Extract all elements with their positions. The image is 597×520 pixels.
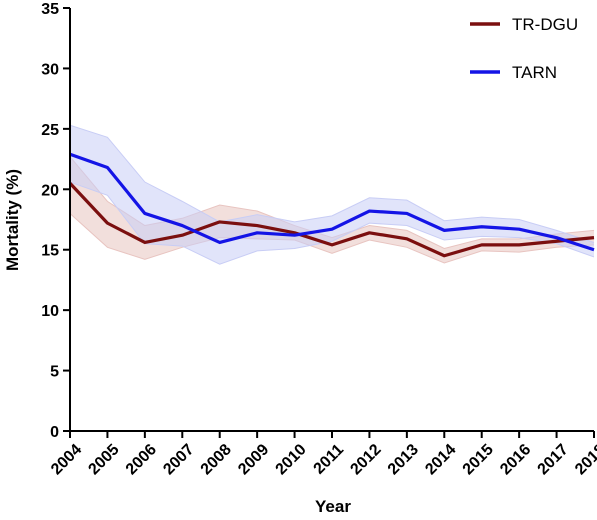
tarn-point-2005: [106, 166, 109, 169]
tarn-point-2018: [593, 248, 596, 251]
tarn-point-2016: [518, 228, 521, 231]
x-tick-label-2018: 2018: [572, 441, 597, 478]
y-axis-title: Mortality (%): [3, 169, 22, 271]
tr-dgu-point-2006: [143, 241, 146, 244]
tr-dgu-point-2007: [181, 234, 184, 237]
tr-dgu-point-2009: [256, 224, 259, 227]
tarn-point-2015: [480, 225, 483, 228]
x-tick-label-2007: 2007: [160, 441, 197, 478]
tarn-point-2013: [405, 212, 408, 215]
tr-dgu-point-2012: [368, 231, 371, 234]
x-tick-label-2017: 2017: [535, 441, 572, 478]
y-tick-label-25: 25: [41, 122, 59, 139]
y-tick-label-35: 35: [41, 1, 59, 18]
y-tick-label-0: 0: [50, 424, 59, 441]
x-tick-label-2004: 2004: [48, 441, 85, 478]
tarn-point-2014: [443, 229, 446, 232]
y-tick-label-30: 30: [41, 61, 59, 78]
tr-dgu-point-2005: [106, 222, 109, 225]
legend: TR-DGU TARN: [470, 15, 578, 82]
tarn-point-2010: [293, 234, 296, 237]
x-tick-label-2012: 2012: [347, 441, 384, 478]
tarn-point-2011: [331, 228, 334, 231]
tr-dgu-point-2015: [480, 243, 483, 246]
tr-dgu-point-2008: [218, 220, 221, 223]
tarn-point-2017: [555, 236, 558, 239]
tarn-point-2007: [181, 224, 184, 227]
y-tick-label-5: 5: [50, 364, 59, 381]
tarn-band-lower-edge: [69, 181, 595, 265]
tarn-point-2009: [256, 231, 259, 234]
tarn-band-upper-edge: [69, 124, 595, 243]
tr-dgu-band-lower-edge: [69, 213, 595, 264]
x-tick-label-2008: 2008: [198, 441, 235, 478]
tr-dgu-point-2018: [593, 236, 596, 239]
x-tick-label-2006: 2006: [123, 441, 160, 478]
tarn-legend-label: TARN: [512, 63, 557, 82]
tr-dgu-point-2014: [443, 254, 446, 257]
x-tick-label-2014: 2014: [422, 441, 459, 478]
tr-dgu-point-2011: [331, 243, 334, 246]
tr-dgu-line: [68, 182, 595, 258]
y-tick-label-20: 20: [41, 182, 59, 199]
tr-dgu-point-2017: [555, 240, 558, 243]
tarn-point-2008: [218, 241, 221, 244]
x-tick-label-2011: 2011: [311, 441, 348, 478]
y-tick-label-10: 10: [41, 303, 59, 320]
x-tick-label-2016: 2016: [497, 441, 534, 478]
tr-dgu-point-2016: [518, 243, 521, 246]
x-tick-label-2015: 2015: [460, 441, 497, 478]
series-lines: [68, 152, 596, 258]
x-tick-label-2005: 2005: [85, 441, 122, 478]
x-axis-title: Year: [315, 497, 351, 516]
tr-dgu-legend-label: TR-DGU: [512, 15, 578, 34]
tr-dgu-point-2013: [405, 237, 408, 240]
x-tick-label-2009: 2009: [235, 441, 272, 478]
x-tick-label-2013: 2013: [385, 441, 422, 478]
x-tick-label-2010: 2010: [273, 441, 310, 478]
tarn-point-2006: [143, 212, 146, 215]
tarn-point-2012: [368, 210, 371, 213]
y-tick-label-15: 15: [41, 243, 59, 260]
tarn-line: [69, 152, 595, 252]
